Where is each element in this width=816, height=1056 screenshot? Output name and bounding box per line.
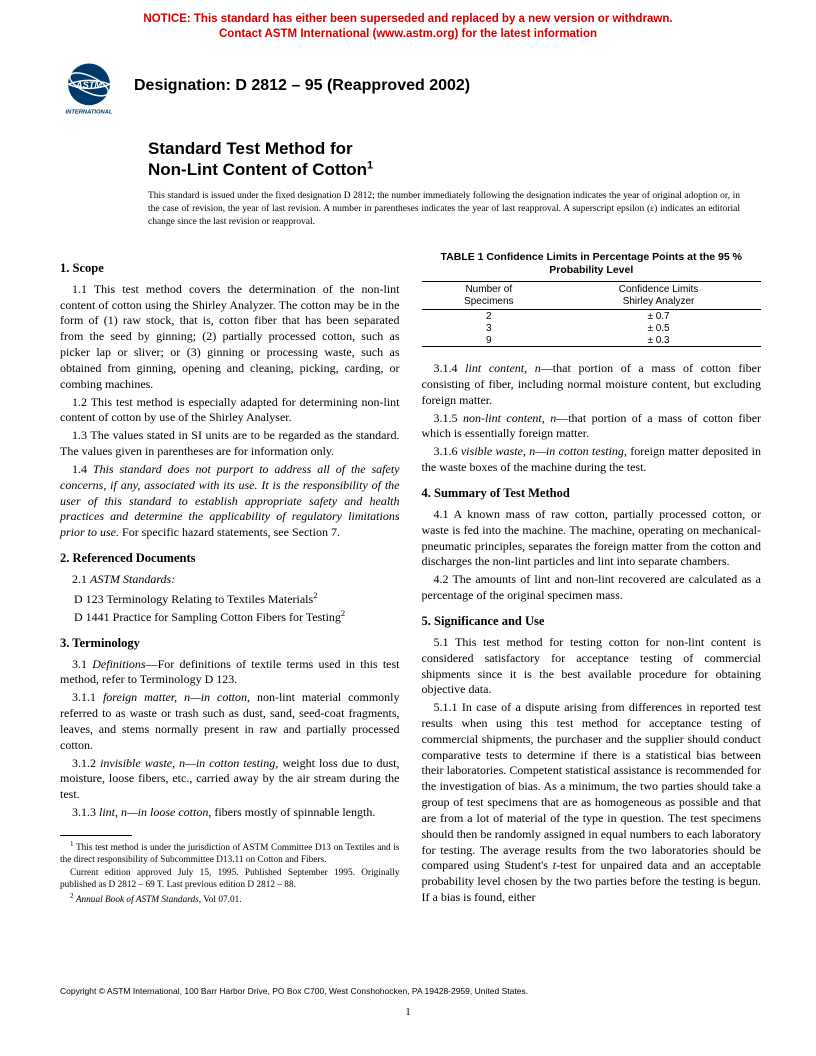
para-5-1-1: 5.1.1 In case of a dispute arising from … (422, 700, 762, 906)
para-1-4: 1.4 This standard does not purport to ad… (60, 462, 400, 541)
para-2-1: 2.1 ASTM Standards: (60, 572, 400, 588)
para-3-1-3: 3.1.3 lint, n—in loose cotton, fibers mo… (60, 805, 400, 821)
left-column: 1. Scope 1.1 This test method covers the… (60, 251, 400, 908)
table-1-data: Number ofSpecimens Confidence LimitsShir… (422, 281, 762, 347)
table-1-title: TABLE 1 Confidence Limits in Percentage … (422, 251, 762, 278)
para-4-1: 4.1 A known mass of raw cotton, partiall… (422, 507, 762, 570)
footnote-1b: Current edition approved July 15, 1995. … (60, 867, 400, 891)
table-1-h1: Number ofSpecimens (422, 282, 557, 310)
table-row: 3± 0.5 (422, 322, 762, 334)
designation: Designation: D 2812 – 95 (Reapproved 200… (134, 77, 470, 95)
footnote-2: 2 Annual Book of ASTM Standards, Vol 07.… (60, 892, 400, 906)
para-3-1: 3.1 Definitions—For definitions of texti… (60, 657, 400, 689)
para-5-1: 5.1 This test method for testing cotton … (422, 635, 762, 698)
section-5-title: 5. Significance and Use (422, 614, 762, 629)
section-2-title: 2. Referenced Documents (60, 551, 400, 566)
notice-line2: Contact ASTM International (www.astm.org… (219, 28, 597, 40)
table-1: TABLE 1 Confidence Limits in Percentage … (422, 251, 762, 347)
ref-d1441: D 1441 Practice for Sampling Cotton Fibe… (74, 608, 400, 626)
svg-text:INTERNATIONAL: INTERNATIONAL (66, 109, 113, 115)
para-1-3: 1.3 The values stated in SI units are to… (60, 428, 400, 460)
footnote-rule (60, 835, 132, 836)
notice-line1: NOTICE: This standard has either been su… (143, 13, 672, 25)
para-3-1-1: 3.1.1 foreign matter, n—in cotton, non-l… (60, 690, 400, 753)
table-row: 9± 0.3 (422, 334, 762, 347)
ref-d123: D 123 Terminology Relating to Textiles M… (74, 590, 400, 608)
section-3-title: 3. Terminology (60, 636, 400, 651)
astm-logo: ASTM INTERNATIONAL (60, 60, 118, 118)
page-number: 1 (0, 1006, 816, 1018)
para-3-1-4: 3.1.4 lint content, n—that portion of a … (422, 361, 762, 408)
para-1-1: 1.1 This test method covers the determin… (60, 282, 400, 393)
para-3-1-2: 3.1.2 invisible waste, n—in cotton testi… (60, 756, 400, 803)
header: ASTM INTERNATIONAL Designation: D 2812 –… (0, 42, 816, 122)
body-columns: 1. Scope 1.1 This test method covers the… (0, 229, 816, 908)
ref-list: D 123 Terminology Relating to Textiles M… (74, 590, 400, 626)
right-column: TABLE 1 Confidence Limits in Percentage … (422, 251, 762, 908)
para-4-2: 4.2 The amounts of lint and non-lint rec… (422, 572, 762, 604)
section-1-title: 1. Scope (60, 261, 400, 276)
para-3-1-5: 3.1.5 non-lint content, n—that portion o… (422, 411, 762, 443)
para-1-2: 1.2 This test method is especially adapt… (60, 395, 400, 427)
footnotes: 1 This test method is under the jurisdic… (60, 840, 400, 907)
issuance-note: This standard is issued under the fixed … (148, 190, 740, 228)
document-title: Standard Test Method for Non-Lint Conten… (148, 138, 816, 181)
copyright: Copyright © ASTM International, 100 Barr… (60, 986, 761, 996)
table-row: 2± 0.7 (422, 310, 762, 323)
footnote-1: 1 This test method is under the jurisdic… (60, 840, 400, 866)
para-3-1-6: 3.1.6 visible waste, n—in cotton testing… (422, 444, 762, 476)
notice-banner: NOTICE: This standard has either been su… (0, 0, 816, 42)
table-1-h2: Confidence LimitsShirley Analyzer (556, 282, 761, 310)
title-block: Standard Test Method for Non-Lint Conten… (148, 138, 816, 181)
section-4-title: 4. Summary of Test Method (422, 486, 762, 501)
svg-text:ASTM: ASTM (75, 80, 103, 90)
